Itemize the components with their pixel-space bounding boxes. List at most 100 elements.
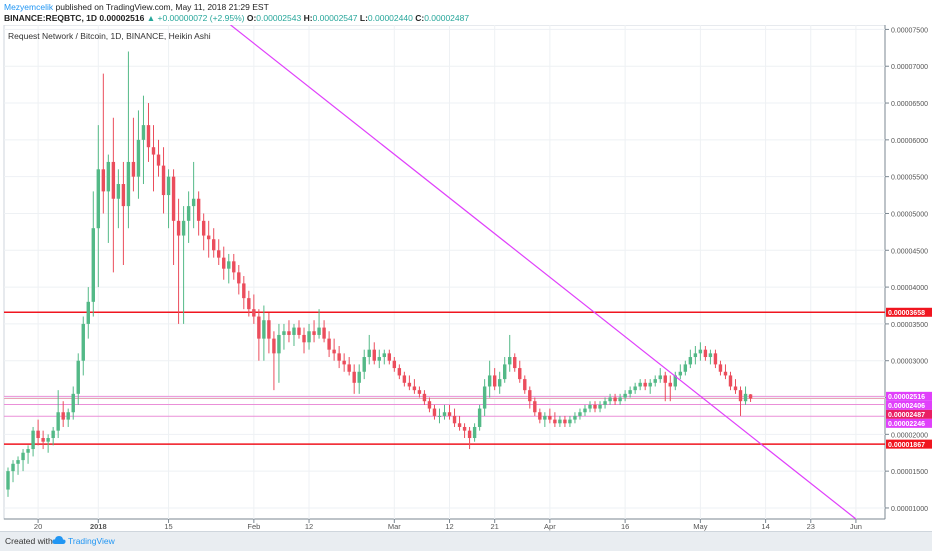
candle-body	[523, 379, 527, 391]
last-price: 0.00002516	[99, 13, 145, 23]
price-badge	[886, 400, 932, 410]
candle-body	[387, 353, 392, 361]
candle-body	[558, 419, 562, 424]
candle-body	[548, 415, 552, 420]
candle-body	[472, 426, 477, 439]
candle-body	[347, 364, 351, 372]
candle-body	[518, 368, 522, 380]
candle-body	[46, 438, 50, 442]
symbol-line: BINANCE:REQBTC, 1D 0.00002516 ▲ +0.00000…	[4, 13, 469, 23]
candle-body	[337, 353, 341, 361]
candle-body	[613, 397, 617, 402]
candle-body	[372, 349, 376, 361]
open-value: 0.00002543	[256, 13, 302, 23]
x-tick-label: 20	[34, 522, 42, 531]
author-link[interactable]: Mezyemcelik	[4, 2, 54, 12]
candle-body	[482, 386, 487, 409]
candle-body	[568, 419, 572, 424]
high-label: H:	[303, 13, 313, 23]
candle-body	[302, 334, 306, 343]
x-tick-label: Feb	[247, 522, 260, 531]
open-label: O:	[246, 13, 257, 23]
candle-body	[51, 430, 55, 439]
candle-body	[528, 390, 532, 402]
candle-body	[492, 375, 497, 387]
low-label: L:	[359, 13, 368, 23]
candle-body	[151, 147, 156, 155]
candle-body	[533, 401, 537, 413]
candle-body	[66, 412, 70, 420]
candle-body	[86, 301, 90, 324]
x-tick-label: Apr	[544, 522, 556, 531]
y-tick-label: 0.00006500	[891, 101, 928, 108]
candle-body	[628, 390, 632, 394]
trend-line	[229, 25, 857, 520]
x-tick-label: 21	[491, 522, 499, 531]
candle-body	[71, 393, 75, 413]
candle-body	[116, 184, 121, 199]
tradingview-link[interactable]: TradingView	[68, 536, 115, 546]
candle-body	[111, 161, 116, 199]
candle-body	[31, 430, 35, 450]
candle-body	[723, 371, 728, 376]
price-axis[interactable]	[885, 25, 932, 519]
candle-body	[106, 161, 111, 192]
x-tick-label: Jun	[850, 522, 862, 531]
candle-body	[222, 257, 226, 269]
y-tick-label: 0.00007000	[891, 64, 928, 71]
candle-body	[643, 382, 647, 387]
candle-body	[663, 375, 667, 383]
candle-body	[623, 393, 627, 398]
candle-body	[81, 323, 85, 361]
candle-body	[332, 349, 336, 354]
grid	[4, 25, 885, 519]
y-tick-label: 0.00005000	[891, 211, 928, 218]
candle-body	[292, 327, 296, 335]
up-arrow-icon: ▲	[146, 13, 156, 23]
candle-body	[648, 382, 652, 387]
candle-body	[176, 220, 181, 236]
price-badge	[886, 409, 932, 419]
chart-header: Mezyemcelik published on TradingView.com…	[0, 0, 932, 25]
candle-body	[633, 386, 637, 391]
candle-body	[738, 390, 743, 402]
candle-body	[282, 331, 286, 335]
candle-body	[713, 353, 718, 365]
candle-body	[76, 360, 80, 394]
candle-body	[206, 235, 211, 240]
candle-body	[608, 397, 612, 402]
candle-body	[212, 239, 216, 251]
candle-body	[61, 412, 65, 420]
candle-body	[367, 349, 371, 358]
close-value: 0.00002487	[424, 13, 470, 23]
candle-body	[131, 161, 136, 177]
candle-body	[252, 309, 256, 317]
candle-body	[538, 412, 542, 420]
candle-body	[402, 375, 407, 383]
tradingview-cloud-icon	[52, 536, 66, 544]
candle-body	[598, 404, 602, 409]
candle-body	[708, 353, 713, 358]
candle-body	[733, 386, 738, 391]
candle-body	[477, 408, 482, 427]
candle-body	[427, 401, 432, 409]
footer: Created with TradingView	[0, 531, 932, 551]
candle-body	[653, 379, 657, 383]
candle-body	[698, 349, 703, 354]
candle-body	[412, 386, 417, 391]
low-value: 0.00002440	[367, 13, 413, 23]
price-chart[interactable]: 0.000010000.000015000.000020000.00002500…	[0, 25, 932, 531]
price-badge-label: 0.00002516	[888, 394, 925, 401]
price-badge	[886, 439, 932, 449]
y-tick-label: 0.00006000	[891, 138, 928, 145]
x-tick-label: May	[693, 522, 707, 531]
candle-body	[417, 390, 422, 394]
candle-body	[407, 382, 412, 387]
created-with-text: Created with	[5, 536, 53, 546]
candle-body	[688, 357, 693, 365]
candle-body	[217, 250, 221, 258]
y-tick-label: 0.00005500	[891, 175, 928, 182]
candle-body	[573, 415, 577, 420]
plot-area	[3, 25, 886, 520]
high-value: 0.00002547	[312, 13, 358, 23]
